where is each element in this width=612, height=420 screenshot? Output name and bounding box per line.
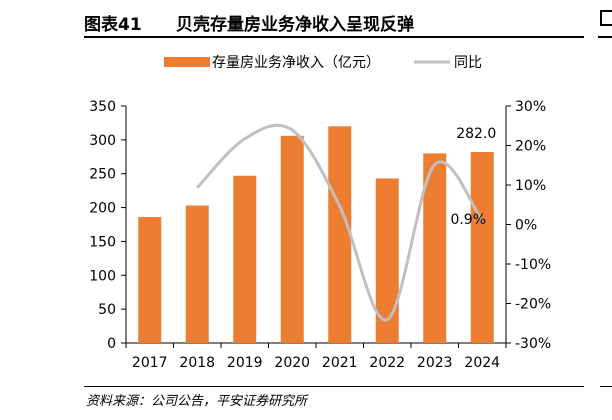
y-left-tick-label: 250 bbox=[89, 167, 116, 183]
line-data-label: 0.9% bbox=[450, 212, 486, 228]
bar bbox=[375, 178, 399, 343]
bar bbox=[280, 135, 304, 343]
bar bbox=[138, 217, 162, 343]
y-right-tick-label: 20% bbox=[515, 139, 546, 155]
legend-label-bar: 存量房业务净收入（亿元） bbox=[212, 55, 380, 71]
x-tick-label: 2024 bbox=[464, 355, 500, 371]
adjacent-figure-edge bbox=[598, 8, 612, 38]
y-left-tick-label: 150 bbox=[89, 234, 116, 250]
bar bbox=[470, 152, 494, 343]
legend-swatch-bar bbox=[164, 57, 210, 67]
x-tick-label: 2018 bbox=[179, 355, 215, 371]
y-right-tick-label: -10% bbox=[515, 257, 551, 273]
y-right-tick-label: -30% bbox=[515, 336, 551, 352]
y-right-tick-label: 30% bbox=[515, 99, 546, 115]
y-left-tick-label: 100 bbox=[89, 268, 116, 284]
yoy-line bbox=[196, 123, 484, 322]
source-divider bbox=[84, 386, 584, 387]
y-left-tick-label: 200 bbox=[89, 201, 116, 217]
x-tick-label: 2020 bbox=[274, 355, 310, 371]
x-tick-label: 2022 bbox=[369, 355, 405, 371]
bar bbox=[423, 153, 447, 343]
x-tick-label: 2021 bbox=[322, 355, 358, 371]
figure-header: 图表41 贝壳存量房业务净收入呈现反弹 bbox=[84, 6, 584, 38]
bar bbox=[233, 175, 257, 343]
x-tick-label: 2023 bbox=[417, 355, 453, 371]
bar bbox=[185, 205, 209, 343]
y-left-tick-label: 50 bbox=[98, 302, 116, 318]
y-left-tick-label: 0 bbox=[107, 336, 116, 352]
source-note: 资料来源：公司公告，平安证券研究所 bbox=[86, 394, 308, 409]
y-left-tick-label: 350 bbox=[89, 99, 116, 115]
figure-number: 图表41 bbox=[84, 15, 142, 35]
adjacent-figure-divider bbox=[600, 386, 612, 387]
figure-title: 贝壳存量房业务净收入呈现反弹 bbox=[176, 15, 414, 35]
x-tick-label: 2019 bbox=[227, 355, 263, 371]
y-right-tick-label: -20% bbox=[515, 297, 551, 313]
bar-data-label: 282.0 bbox=[456, 126, 496, 142]
bar bbox=[328, 126, 352, 343]
x-tick-label: 2017 bbox=[132, 355, 168, 371]
legend-label-line: 同比 bbox=[454, 55, 482, 71]
y-right-tick-label: 0% bbox=[515, 218, 537, 234]
y-right-tick-label: 10% bbox=[515, 178, 546, 194]
y-left-tick-label: 300 bbox=[89, 133, 116, 149]
